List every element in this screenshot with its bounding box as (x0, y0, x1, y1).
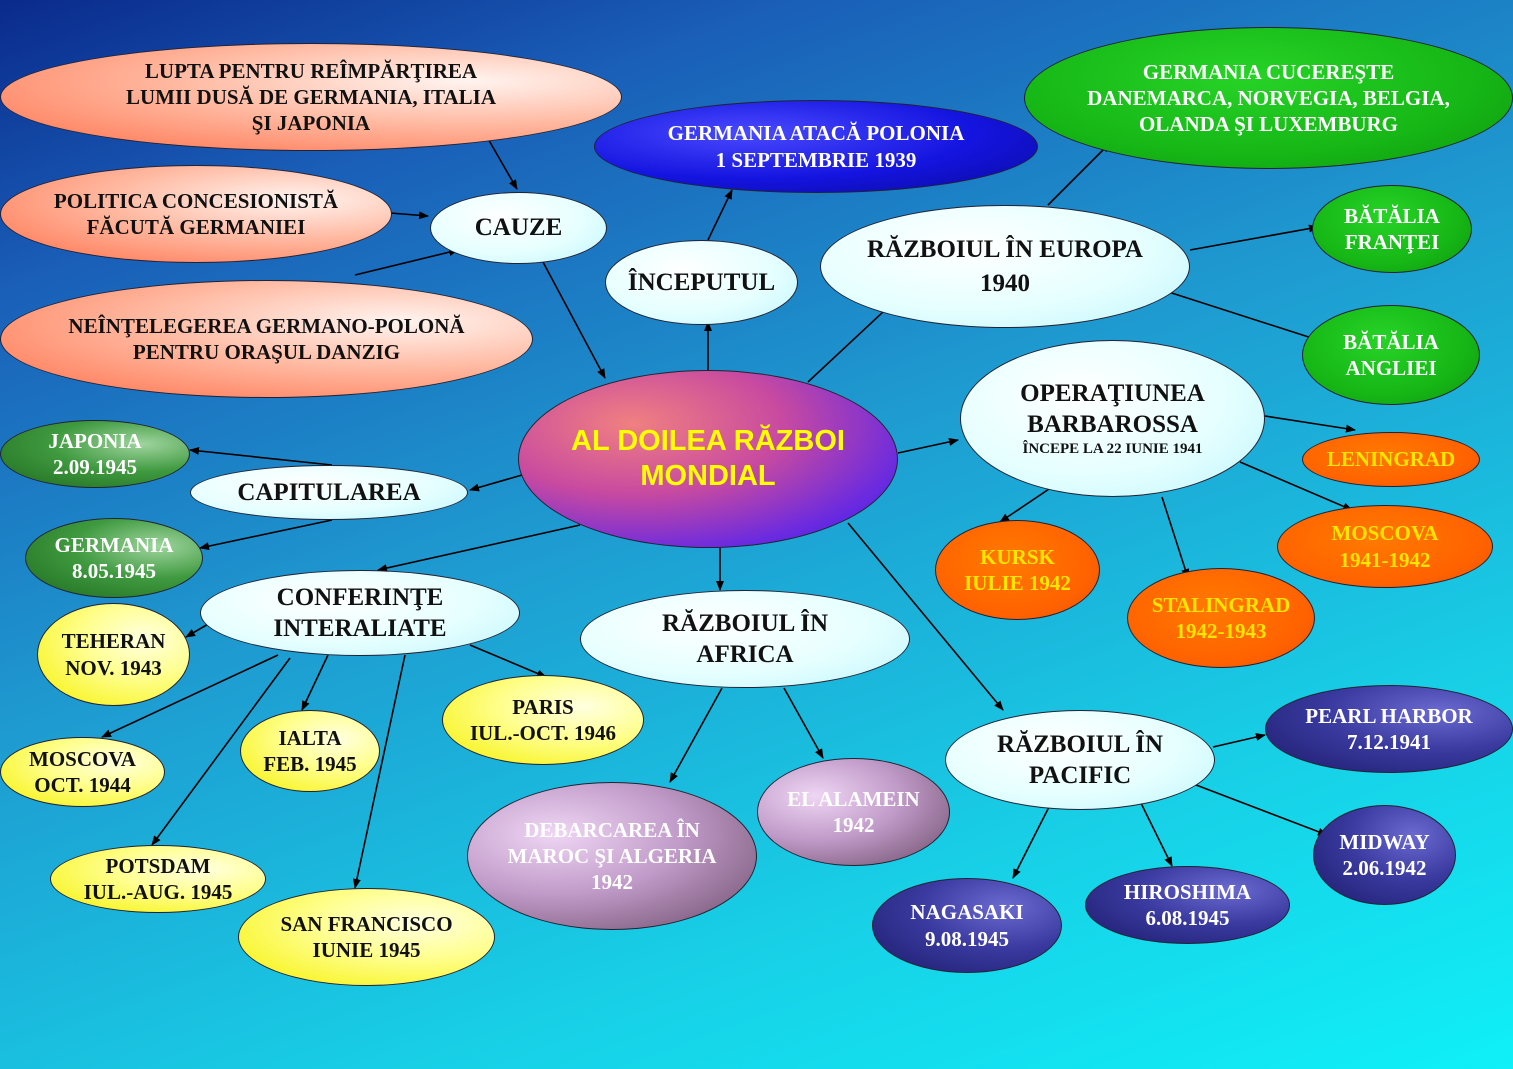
arrow-conferences-to-moscow (101, 654, 279, 738)
arrow-europe-to-england (1152, 286, 1319, 342)
war-in-pacific-node: RĂZBOIUL ÎN PACIFIC (945, 710, 1215, 810)
arrow-cause2-to-causes (389, 211, 429, 220)
beginning-node: ÎNCEPUTUL (605, 240, 798, 325)
arrow-center-to-barbarossa (897, 437, 959, 454)
germany-capitulation: GERMANIA 8.05.1945 (25, 518, 203, 598)
arrow-barbarossa-to-leningrad (1264, 415, 1356, 433)
kursk-node: KURSK IULIE 1942 (935, 520, 1100, 620)
arrow-barbarossa-to-moscow (1239, 461, 1353, 511)
central-title-node: AL DOILEA RĂZBOI MONDIAL (518, 370, 898, 548)
cause-division-of-world: LUPTA PENTRU REÎMPĂRŢIREA LUMII DUSĂ DE … (0, 43, 622, 151)
moscow-battle-node: MOSCOVA 1941-1942 (1277, 505, 1493, 588)
arrow-center-to-conferences (377, 524, 581, 572)
el-alamein-node: EL ALAMEIN 1942 (757, 758, 950, 866)
arrow-pacific-to-hiroshima (1136, 794, 1173, 867)
san-francisco-conference: SAN FRANCISCO IUNIE 1945 (238, 888, 495, 986)
war-in-europe-node: RĂZBOIUL ÎN EUROPA 1940 (820, 205, 1190, 328)
midway-node: MIDWAY 2.06.1942 (1313, 805, 1456, 905)
arrow-pacific-to-pearl (1212, 733, 1266, 748)
arrow-center-to-pacific (847, 522, 1004, 711)
morocco-algeria-landing: DEBARCAREA ÎN MAROC ŞI ALGERIA 1942 (467, 782, 757, 930)
arrow-europe-to-france (1189, 224, 1319, 251)
causes-node: CAUZE (430, 192, 607, 264)
arrow-europe-to-conquest (1047, 142, 1111, 206)
war-in-africa-node: RĂZBOIUL ÎN AFRICA (580, 590, 910, 688)
arrow-pacific-to-nagasaki (1012, 804, 1051, 879)
arrow-center-to-capitulation (469, 474, 523, 492)
arrow-barbarossa-to-kursk (999, 486, 1053, 523)
arrow-conferences-to-potsdam (151, 657, 291, 846)
arrow-africa-to-alamein (783, 687, 824, 759)
teheran-conference: TEHERAN NOV. 1943 (37, 603, 190, 706)
arrow-barbarossa-to-stalingrad (1161, 496, 1190, 579)
arrow-pacific-to-midway (1182, 779, 1328, 836)
cause-danzig-dispute: NEÎNŢELEGEREA GERMANO-POLONĂ PENTRU ORAŞ… (0, 280, 533, 398)
leningrad-node: LENINGRAD (1302, 432, 1480, 487)
battle-of-france: BĂTĂLIA FRANŢEI (1312, 185, 1472, 273)
japan-capitulation: JAPONIA 2.09.1945 (0, 420, 190, 488)
nagasaki-node: NAGASAKI 9.08.1945 (872, 878, 1062, 973)
ialta-conference: IALTA FEB. 1945 (240, 710, 380, 792)
hiroshima-node: HIROSHIMA 6.08.1945 (1085, 866, 1290, 944)
germany-attacks-poland: GERMANIA ATACĂ POLONIA 1 SEPTEMBRIE 1939 (594, 100, 1038, 193)
potsdam-conference: POTSDAM IUL.-AUG. 1945 (50, 845, 266, 913)
pearl-harbor-node: PEARL HARBOR 7.12.1941 (1265, 685, 1513, 773)
arrow-conferences-to-ialta (301, 654, 329, 711)
arrow-beginning-to-poland (707, 189, 733, 241)
battle-of-england: BĂTĂLIA ANGLIEI (1302, 305, 1480, 405)
arrow-conferences-to-sanfrancisco (352, 654, 406, 889)
arrow-africa-to-morocco (669, 687, 723, 783)
operation-barbarossa-node: OPERAŢIUNEA BARBAROSSA ÎNCEPE LA 22 IUNI… (960, 340, 1265, 497)
arrow-cause3-to-causes (354, 248, 459, 276)
arrow-conferences-to-paris (469, 644, 547, 678)
germany-conquers-node: GERMANIA CUCEREŞTE DANEMARCA, NORVEGIA, … (1024, 27, 1513, 169)
paris-conference: PARIS IUL.-OCT. 1946 (442, 675, 644, 765)
cause-appeasement-policy: POLITICA CONCESIONISTĂ FĂCUTĂ GERMANIEI (0, 165, 392, 263)
arrow-capitulation-to-japan (189, 446, 333, 466)
capitulation-node: CAPITULAREA (190, 465, 468, 520)
stalingrad-node: STALINGRAD 1942-1943 (1127, 568, 1315, 668)
arrow-causes-to-center (542, 261, 606, 379)
allied-conferences-node: CONFERINŢE INTERALIATE (200, 570, 520, 656)
arrow-capitulation-to-germany (199, 519, 333, 551)
moscow-conference: MOSCOVA OCT. 1944 (0, 737, 165, 807)
